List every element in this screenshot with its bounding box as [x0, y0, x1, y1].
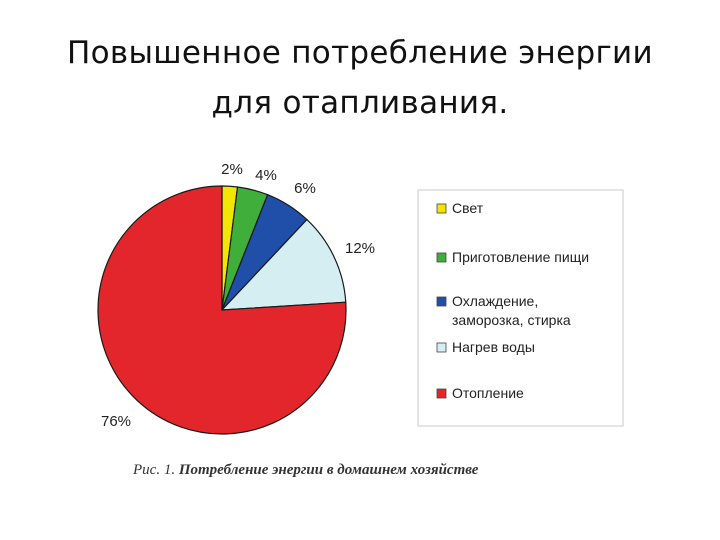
legend-box [417, 189, 624, 427]
legend-label-2: Охлаждение, заморозка, стирка [452, 293, 571, 328]
title-line-1: Повышенное потребление энергии [67, 35, 653, 71]
legend-label-0: Свет [452, 200, 484, 216]
title-line-2: для отапливания. [211, 85, 509, 121]
legend-swatch-2 [436, 296, 447, 307]
legend-swatch-4 [436, 388, 447, 399]
pie-slices [97, 185, 347, 435]
legend-swatch-3 [436, 342, 447, 353]
pie-slice-4 [97, 185, 347, 435]
pie-value-label-4: 76% [101, 413, 131, 430]
pie-value-label-0: 2% [221, 161, 243, 178]
legend-swatch-1 [436, 252, 447, 263]
legend-label-1: Приготовление пищи [452, 249, 589, 265]
figure-caption: Рис. 1. Потребление энергии в домашнем х… [133, 462, 593, 479]
legend-label-4: Отопление [452, 385, 524, 401]
legend-label-3: Нагрев воды [452, 339, 535, 355]
pie-value-labels: 2% 4% 6% 12% 76% [101, 161, 375, 430]
legend: Свет Приготовление пищи Охлаждение, замороз… [436, 200, 589, 401]
pie-value-label-3: 12% [345, 240, 375, 257]
pie-value-label-1: 4% [255, 167, 277, 184]
legend-swatch-0 [436, 203, 447, 214]
pie-value-label-2: 6% [294, 180, 316, 197]
pie-slice-3 [220, 218, 347, 311]
caption-label: Рис. 1. [133, 462, 176, 478]
caption-text: Потребление энергии в домашнем хозяйстве [178, 462, 479, 478]
page-title: Повышенное потребление энергии для отапл… [0, 28, 720, 128]
